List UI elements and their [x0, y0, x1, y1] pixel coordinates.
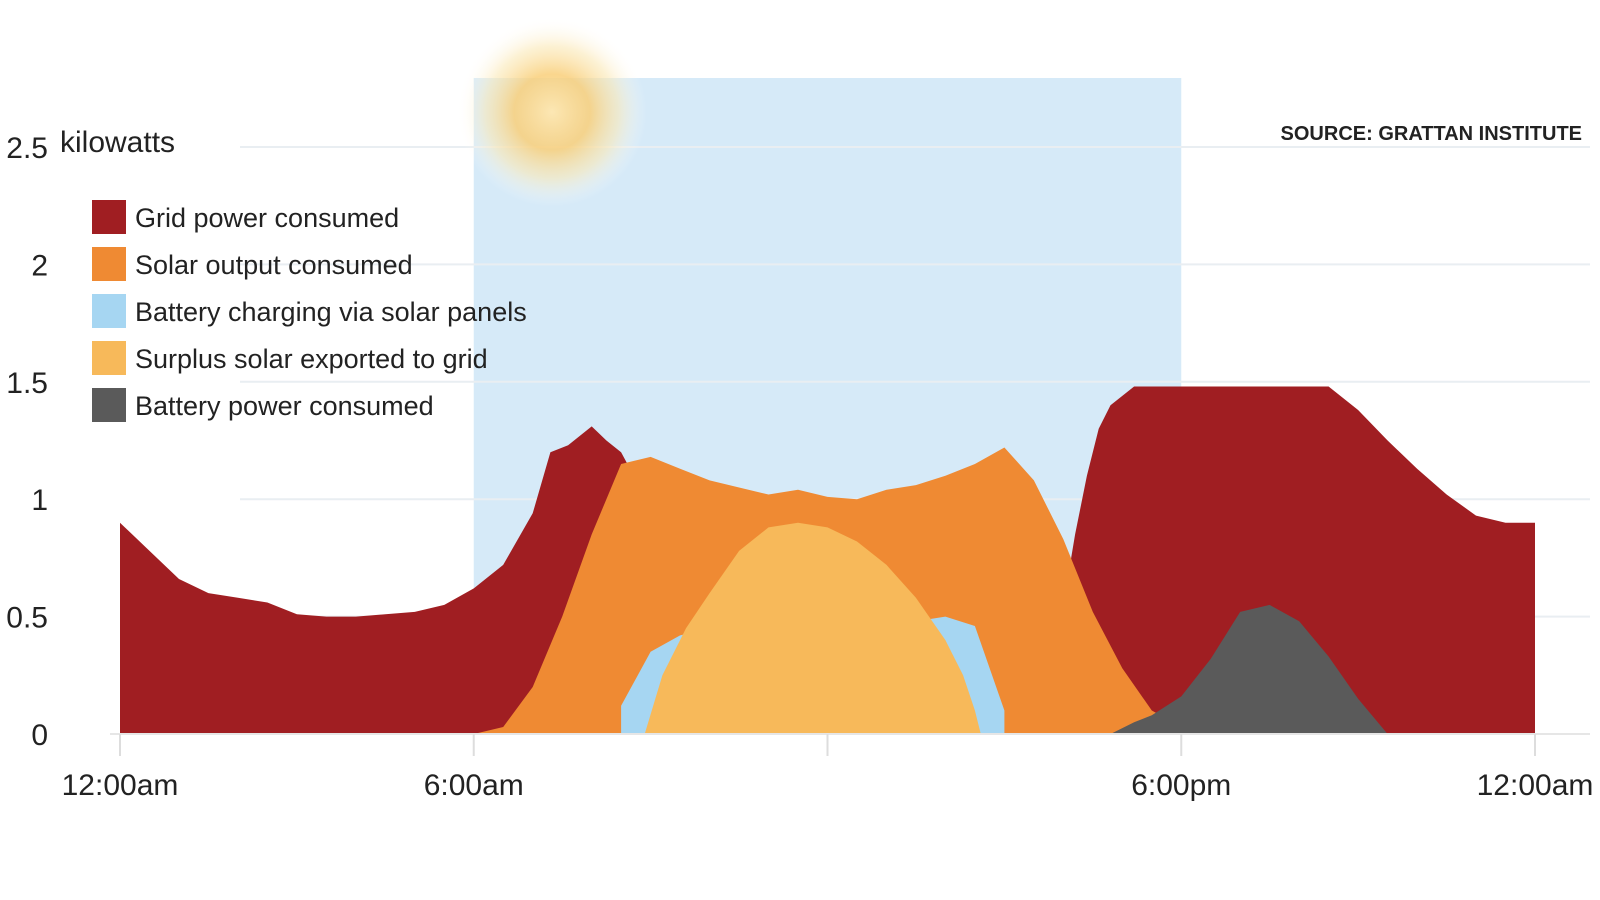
y-tick-label: 2.5 [6, 132, 48, 165]
legend-swatch [92, 388, 126, 422]
sun-icon [457, 17, 647, 207]
legend-label: Battery charging via solar panels [135, 297, 527, 327]
y-unit-label: kilowatts [60, 126, 175, 159]
legend-label: Grid power consumed [135, 203, 399, 233]
x-tick-label: 6:00pm [1131, 769, 1231, 802]
legend-swatch [92, 294, 126, 328]
legend-label: Solar output consumed [135, 250, 413, 280]
x-tick-label: 12:00am [1477, 769, 1594, 802]
source-label: SOURCE: GRATTAN INSTITUTE [1281, 123, 1582, 145]
area-series-1 [120, 386, 1535, 734]
area-series-4 [644, 522, 981, 734]
legend: Grid power consumed Solar output consumed… [92, 200, 527, 422]
x-tick-label: 12:00am [62, 769, 179, 802]
area-series-5 [1110, 604, 1388, 734]
y-tick-label: 2 [31, 249, 48, 282]
y-tick-label: 1.5 [6, 367, 48, 400]
legend-swatch [92, 341, 126, 375]
legend-label: Surplus solar exported to grid [135, 344, 488, 374]
y-tick-label: 0.5 [6, 602, 48, 635]
legend-swatch [92, 200, 126, 234]
legend-label: Battery power consumed [135, 391, 434, 421]
x-tick-label: 6:00am [424, 769, 524, 802]
y-tick-label: 1 [31, 484, 48, 517]
y-tick-label: 0 [31, 719, 48, 752]
legend-swatch [92, 247, 126, 281]
